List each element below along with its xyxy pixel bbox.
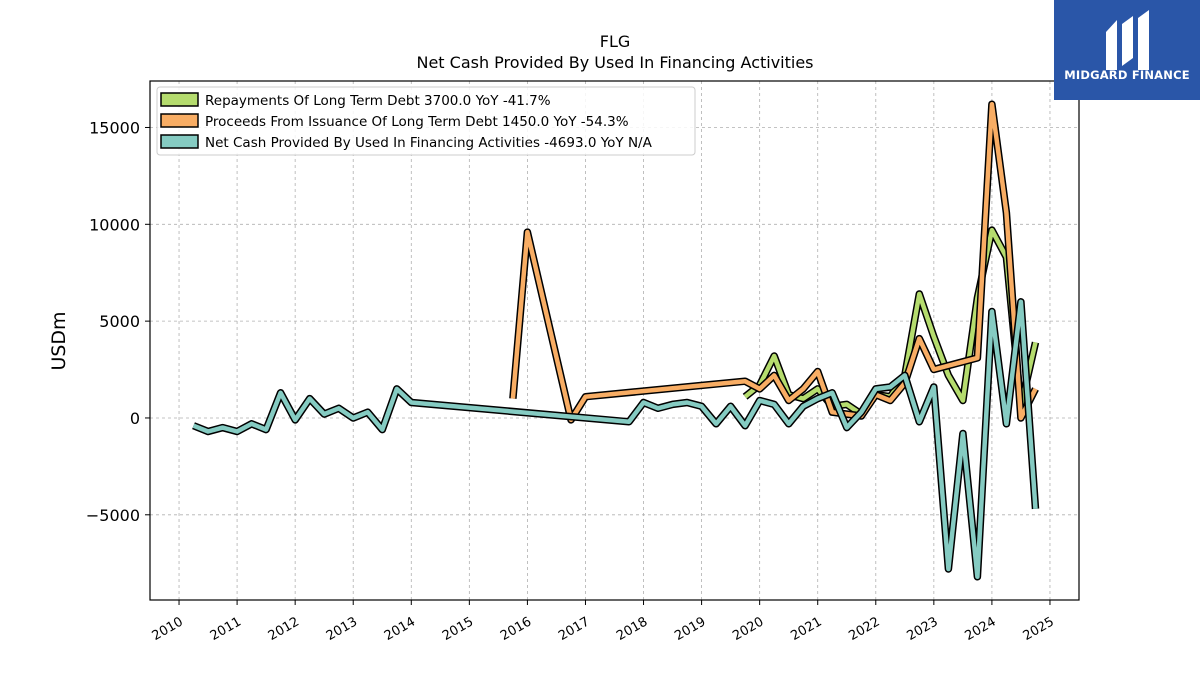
y-tick-label: 15000 [89,118,140,137]
y-axis-label: USDm [48,311,70,370]
x-tick-label: 2012 [266,614,302,644]
legend-swatch [160,113,199,128]
series-line [192,299,1038,580]
x-tick-label: 2010 [150,614,186,644]
legend-item: Net Cash Provided By Used In Financing A… [160,134,653,151]
x-tick-label: 2016 [498,614,534,644]
plot-frame [149,80,1080,601]
legend: Repayments Of Long Term Debt 3700.0 YoY … [156,86,696,156]
legend-item: Proceeds From Issuance Of Long Term Debt… [160,113,629,130]
series-line [510,101,1038,423]
x-tick-label: 2022 [846,614,882,644]
x-tick-label: 2020 [730,614,766,644]
x-tick-label: 2023 [904,614,940,644]
chart-title: FLG [600,32,631,51]
legend-label: Repayments Of Long Term Debt 3700.0 YoY … [205,93,551,109]
midgard-logo-icon [1106,10,1149,70]
x-tick-label: 2017 [556,614,592,644]
x-tick-label: 2025 [1021,614,1057,644]
grid-lines [150,81,1079,600]
logo-text: MIDGARD FINANCE [1064,68,1190,82]
x-tick-label: 2019 [672,614,708,644]
x-tick-label: 2021 [788,614,824,644]
y-tick-label: −5000 [86,506,140,525]
series-lines [192,100,1040,581]
legend-swatch [160,92,199,107]
legend-item: Repayments Of Long Term Debt 3700.0 YoY … [160,92,551,109]
y-tick-label: 0 [130,409,140,428]
chart-subtitle: Net Cash Provided By Used In Financing A… [416,53,813,72]
x-tick-label: 2015 [440,614,476,644]
y-tick-label: 5000 [99,312,140,331]
series-2 [509,100,1039,424]
legend-label: Net Cash Provided By Used In Financing A… [205,135,653,151]
x-tick-label: 2018 [614,614,650,644]
series-3 [192,298,1040,581]
midgard-logo: MIDGARD FINANCE [1054,0,1200,100]
x-tick-label: 2014 [382,614,418,644]
y-tick-label: 10000 [89,215,140,234]
legend-label: Proceeds From Issuance Of Long Term Debt… [205,114,629,130]
axis-ticks: 2010 2011 2012 2013 2014 2015 2016 2017 2018 2019… [86,118,1057,643]
x-tick-label: 2024 [963,614,999,644]
x-tick-label: 2013 [324,614,360,644]
x-tick-label: 2011 [208,614,244,644]
legend-swatch [160,134,199,149]
legend-box [156,86,696,156]
